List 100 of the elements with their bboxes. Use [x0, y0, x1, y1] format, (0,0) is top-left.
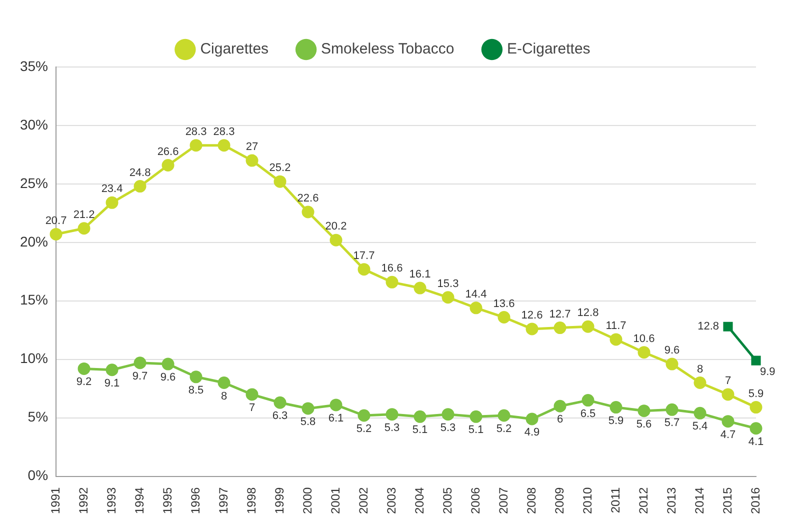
point — [554, 322, 566, 334]
x-tick-label: 2016 — [748, 486, 762, 514]
x-tick-label: 2011 — [608, 486, 622, 514]
data-label: 9.2 — [76, 376, 92, 388]
point — [162, 358, 174, 370]
point — [751, 356, 761, 366]
data-label: 5.7 — [664, 417, 680, 430]
x-tick-label: 2014 — [692, 486, 706, 514]
point — [414, 410, 426, 423]
data-label: 4.1 — [748, 436, 764, 448]
point — [190, 139, 202, 152]
point — [722, 415, 734, 428]
point — [694, 406, 706, 420]
data-label: 26.6 — [157, 146, 179, 158]
point — [302, 206, 314, 218]
data-label: 22.6 — [297, 192, 319, 205]
data-label: 8.5 — [188, 384, 204, 396]
legend-label: Smokeless Tobacco — [321, 40, 454, 58]
data-label: 9.6 — [160, 372, 176, 384]
x-tick-label: 2012 — [636, 486, 650, 514]
point — [218, 139, 230, 152]
point — [78, 222, 90, 235]
data-label: 16.1 — [409, 268, 431, 281]
data-label: 9.9 — [760, 366, 776, 378]
point — [610, 333, 622, 346]
data-label: 9.1 — [104, 377, 120, 390]
x-tick-label: 2004 — [412, 486, 426, 514]
x-tick-label: 2013 — [664, 486, 678, 514]
point — [106, 364, 118, 376]
y-tick-label: 0% — [28, 467, 48, 484]
x-tick-label: 1991 — [48, 486, 62, 514]
point — [498, 311, 510, 324]
legend-label: E-Cigarettes — [506, 40, 590, 58]
point — [666, 358, 678, 370]
point — [470, 410, 482, 423]
point — [330, 398, 342, 412]
point — [274, 396, 286, 409]
data-label: 23.4 — [101, 183, 123, 196]
point — [498, 409, 510, 422]
point — [610, 401, 622, 414]
data-label: 5.8 — [300, 416, 316, 428]
x-tick-label: 1999 — [272, 486, 286, 514]
y-tick-label: 30% — [20, 116, 48, 132]
data-label: 7 — [724, 374, 732, 387]
data-label: 27 — [246, 141, 258, 154]
y-tick-label: 25% — [20, 174, 48, 191]
data-label: 5.3 — [440, 422, 456, 434]
y-tick-label: 15% — [20, 292, 48, 308]
point — [106, 196, 118, 209]
data-label: 6.5 — [580, 408, 596, 420]
data-label: 6 — [556, 414, 564, 426]
x-tick-label: 1992 — [76, 486, 90, 514]
x-tick-label: 2006 — [468, 486, 482, 514]
x-tick-label: 2005 — [440, 486, 454, 514]
point — [442, 408, 454, 421]
point — [722, 388, 734, 401]
point — [190, 370, 202, 384]
point — [50, 228, 62, 240]
y-tick-label: 10% — [20, 350, 48, 366]
data-label: 16.6 — [381, 262, 403, 275]
point — [526, 322, 538, 336]
x-tick-label: 1998 — [244, 486, 258, 514]
x-tick-label: 2000 — [300, 486, 314, 514]
point — [582, 320, 594, 333]
data-label: 12.7 — [549, 308, 571, 320]
point — [750, 422, 762, 435]
point — [526, 412, 538, 426]
point — [78, 362, 90, 375]
point — [582, 394, 594, 407]
data-label: 14.4 — [465, 288, 487, 300]
point — [638, 404, 650, 418]
y-tick-label: 5% — [28, 408, 48, 425]
data-label: 5.2 — [356, 423, 372, 436]
data-label: 12.8 — [577, 307, 599, 320]
data-label: 5.9 — [608, 414, 624, 427]
x-tick-label: 1995 — [160, 486, 174, 514]
data-label: 4.9 — [524, 426, 540, 439]
point — [218, 376, 230, 389]
data-label: 5.2 — [496, 423, 512, 436]
point — [134, 180, 146, 193]
data-label: 5.4 — [692, 420, 708, 433]
point — [470, 302, 482, 314]
point — [302, 402, 314, 415]
point — [162, 158, 174, 172]
data-label: 8 — [220, 390, 228, 402]
data-label: 8 — [696, 363, 704, 376]
x-tick-label: 2003 — [384, 486, 398, 514]
data-label: 5.3 — [384, 422, 400, 434]
point — [442, 291, 454, 304]
point — [330, 234, 342, 246]
data-label: 11.7 — [606, 320, 626, 332]
point — [386, 276, 398, 288]
x-tick-label: 2010 — [580, 486, 594, 514]
data-label: 6.3 — [272, 410, 288, 422]
x-tick-label: 1997 — [216, 486, 230, 514]
point — [414, 282, 426, 294]
x-tick-label: 2002 — [356, 486, 370, 514]
data-label: 12.8 — [698, 320, 719, 333]
x-tick-label: 2008 — [524, 486, 538, 514]
data-label: 20.7 — [45, 214, 67, 227]
